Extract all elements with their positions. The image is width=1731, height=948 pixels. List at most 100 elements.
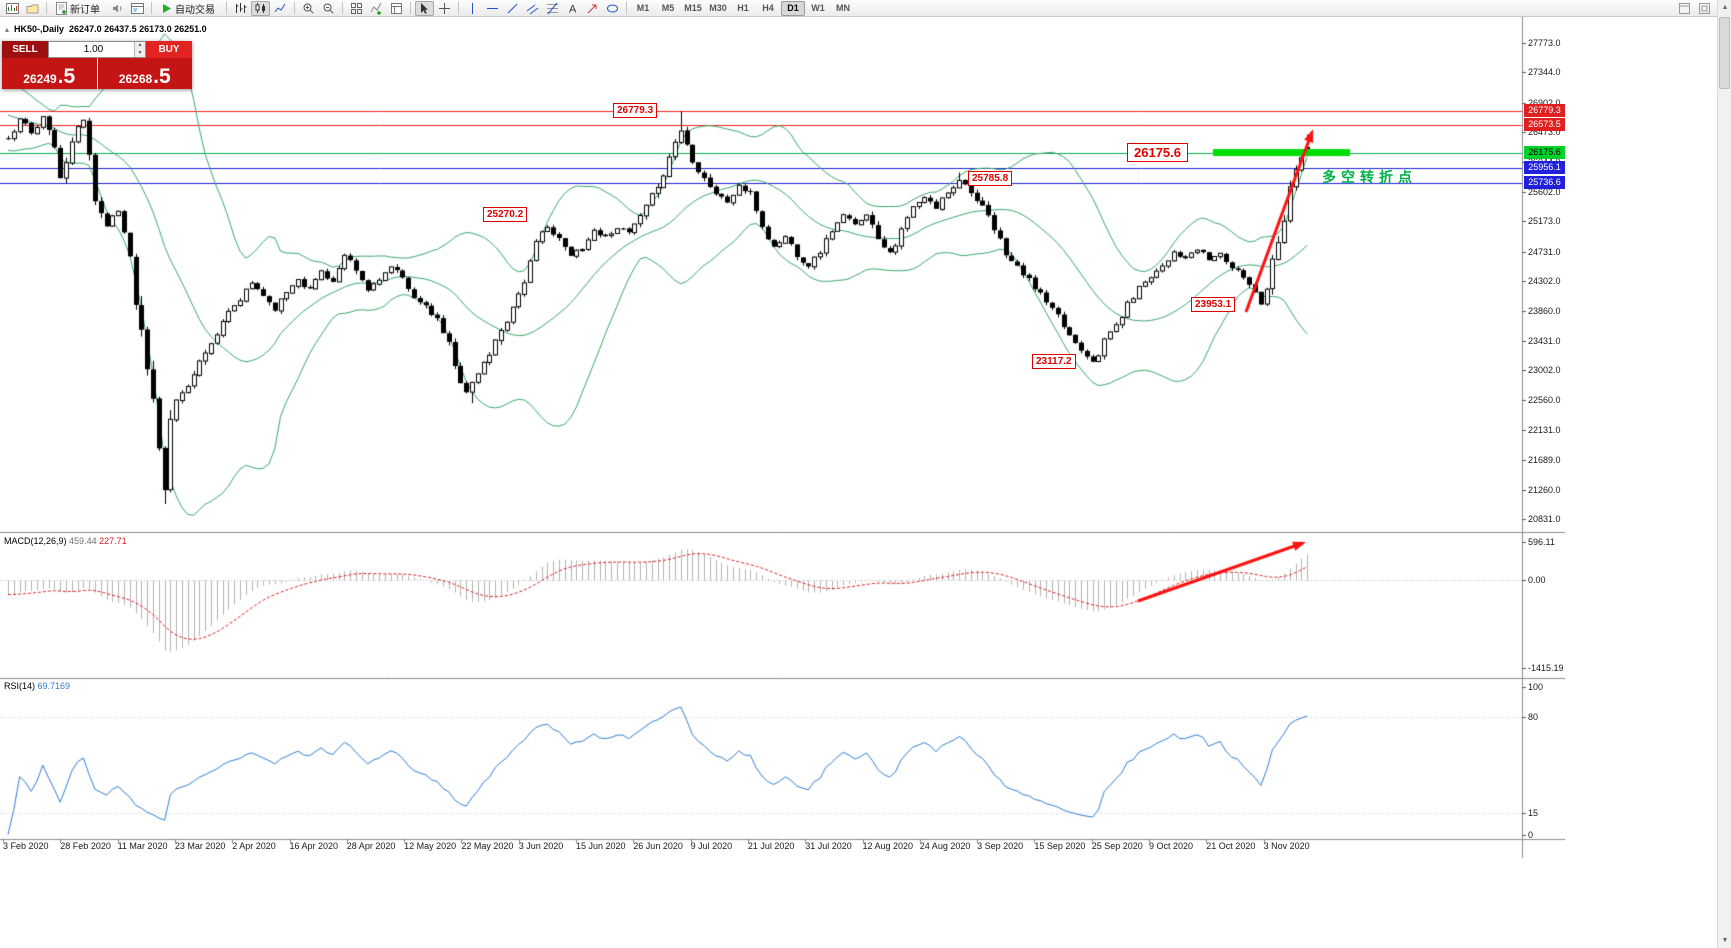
timeframe-m1[interactable]: M1 — [636, 3, 650, 13]
dock-icon[interactable] — [1675, 1, 1694, 16]
price-callout[interactable]: 25270.2 — [483, 206, 528, 222]
price-callout[interactable]: 25785.8 — [968, 171, 1013, 187]
timeframe-mn[interactable]: MN — [836, 3, 850, 13]
shapes-tool-icon[interactable] — [603, 1, 622, 16]
timeframe-m15[interactable]: M15 — [684, 3, 702, 13]
panel-divider-rsi[interactable] — [0, 675, 1565, 680]
rsi-axis-label: 100 — [1528, 682, 1544, 692]
zoom-in-icon[interactable] — [299, 1, 318, 16]
buy-price-pips: .5 — [153, 64, 171, 88]
auto-trading-label: 自动交易 — [175, 4, 215, 16]
oneclick-toggle-icon[interactable]: ▴ — [5, 24, 10, 34]
market-watch-icon[interactable] — [128, 1, 147, 16]
price-axis-label: 24731.0 — [1528, 246, 1561, 257]
toolbar-separator — [458, 2, 459, 14]
price-chart-canvas[interactable] — [0, 17, 1565, 858]
crosshair-icon[interactable] — [435, 1, 454, 16]
volume-input[interactable]: 1.00 ▲ ▼ — [48, 41, 146, 58]
date-axis-label: 28 Feb 2020 — [60, 841, 111, 851]
trendline-icon[interactable] — [503, 1, 522, 16]
date-axis-label: 23 Mar 2020 — [174, 841, 226, 851]
alert-icon[interactable] — [108, 1, 127, 16]
date-axis-label: 3 Nov 2020 — [1263, 841, 1310, 851]
macd-name: MACD(12,26,9) — [4, 536, 67, 546]
horizontal-line-icon[interactable] — [483, 1, 502, 16]
date-axis-label: 12 May 2020 — [404, 841, 457, 851]
price-callout[interactable]: 23953.1 — [1191, 296, 1236, 312]
fullscreen-icon[interactable] — [1695, 1, 1714, 16]
date-axis-label: 28 Apr 2020 — [346, 841, 396, 851]
price-axis-label: 21260.0 — [1528, 484, 1561, 495]
timeframe-h4[interactable]: H4 — [762, 3, 774, 13]
one-click-trading-panel: SELL 1.00 ▲ ▼ BUY 26249 .5 26268 .5 — [2, 41, 192, 89]
date-axis-label: 3 Feb 2020 — [3, 841, 49, 851]
price-axis-label: 23431.0 — [1528, 335, 1561, 346]
price-axis-label: 23002.0 — [1528, 365, 1561, 376]
macd-axis-label: 596.11 — [1528, 537, 1555, 548]
macd-axis-label: 0.00 — [1528, 574, 1546, 585]
svg-text:A: A — [569, 3, 577, 15]
scroll-down-icon[interactable]: ▼ — [1721, 937, 1729, 944]
sell-button[interactable]: SELL — [2, 41, 48, 58]
templates-icon[interactable] — [387, 1, 406, 16]
buy-price-main: 26268 — [118, 72, 153, 86]
spinner-up-icon[interactable]: ▲ — [135, 42, 145, 50]
new-chart-button[interactable] — [3, 1, 22, 16]
tile-windows-icon[interactable] — [347, 1, 366, 16]
new-order-button[interactable]: 新订单 — [51, 1, 107, 16]
candlestick-chart-icon[interactable] — [251, 0, 270, 16]
price-axis-label: 25173.0 — [1528, 216, 1561, 227]
date-axis-label: 9 Oct 2020 — [1149, 841, 1194, 851]
timeframe-d1[interactable]: D1 — [781, 0, 805, 16]
vertical-line-icon[interactable] — [463, 1, 482, 16]
zoom-out-icon[interactable] — [319, 1, 338, 16]
macd-indicator-label: MACD(12,26,9) 459.44 227.71 — [4, 536, 127, 546]
line-chart-icon[interactable] — [271, 1, 290, 16]
spinner-down-icon[interactable]: ▼ — [135, 49, 145, 57]
price-axis-label: 27344.0 — [1528, 67, 1561, 78]
sell-price-main: 26249 — [23, 72, 57, 86]
price-callout[interactable]: 23117.2 — [1032, 354, 1076, 370]
timeframe-h1[interactable]: H1 — [737, 3, 749, 13]
arrow-tool-icon[interactable] — [583, 1, 602, 16]
bar-chart-icon[interactable] — [231, 1, 250, 16]
volume-value[interactable]: 1.00 — [83, 44, 104, 55]
price-callout-key-level[interactable]: 26175.6 — [1127, 142, 1188, 162]
vertical-scrollbar[interactable]: ▲ ▼ — [1717, 0, 1731, 948]
chart-title-row: ▴ HK50-,Daily 26247.0 26437.5 26173.0 26… — [5, 24, 207, 34]
cursor-icon[interactable] — [415, 0, 434, 16]
fibonacci-icon[interactable] — [543, 1, 562, 16]
turning-point-note[interactable]: 多空转折点 — [1322, 169, 1417, 185]
toolbar-separator — [626, 2, 627, 14]
volume-spinner[interactable]: ▲ ▼ — [134, 42, 145, 57]
panel-divider-macd[interactable] — [0, 529, 1565, 534]
toolbar-separator — [226, 2, 227, 14]
price-callout[interactable]: 26779.3 — [613, 103, 658, 119]
price-axis-label: 26902.0 — [1528, 97, 1561, 108]
indicators-icon[interactable] — [367, 1, 386, 16]
date-axis-label: 12 Aug 2020 — [862, 841, 914, 851]
price-axis-label: 21689.0 — [1528, 455, 1561, 466]
scrollbar-thumb[interactable] — [1719, 17, 1730, 89]
sell-price-display[interactable]: 26249 .5 — [2, 58, 97, 89]
chart-profiles-button[interactable] — [23, 1, 42, 16]
price-axis-label: 24302.0 — [1528, 276, 1561, 287]
date-axis-label: 26 Jun 2020 — [633, 841, 683, 851]
text-tool-icon[interactable]: A — [563, 1, 582, 16]
timeframe-w1[interactable]: W1 — [811, 3, 825, 13]
toolbar-separator — [151, 2, 152, 14]
timeframe-m30[interactable]: M30 — [709, 3, 727, 13]
buy-price-display[interactable]: 26268 .5 — [97, 58, 192, 89]
date-axis-label: 3 Jun 2020 — [518, 841, 564, 851]
axis-price-tag: 25736.6 — [1524, 175, 1565, 189]
chart-symbol-title: HK50-,Daily — [14, 24, 65, 34]
timeframe-m5[interactable]: M5 — [661, 3, 675, 13]
date-axis-label: 16 Apr 2020 — [289, 841, 339, 851]
scroll-up-icon[interactable]: ▲ — [1721, 4, 1729, 11]
price-axis-label: 20831.0 — [1528, 514, 1561, 524]
channel-icon[interactable] — [523, 1, 542, 16]
auto-trading-button[interactable]: 自动交易 — [156, 1, 222, 16]
buy-button[interactable]: BUY — [146, 41, 192, 58]
new-order-label: 新订单 — [70, 4, 100, 16]
price-axis-label: 22131.0 — [1528, 424, 1561, 435]
